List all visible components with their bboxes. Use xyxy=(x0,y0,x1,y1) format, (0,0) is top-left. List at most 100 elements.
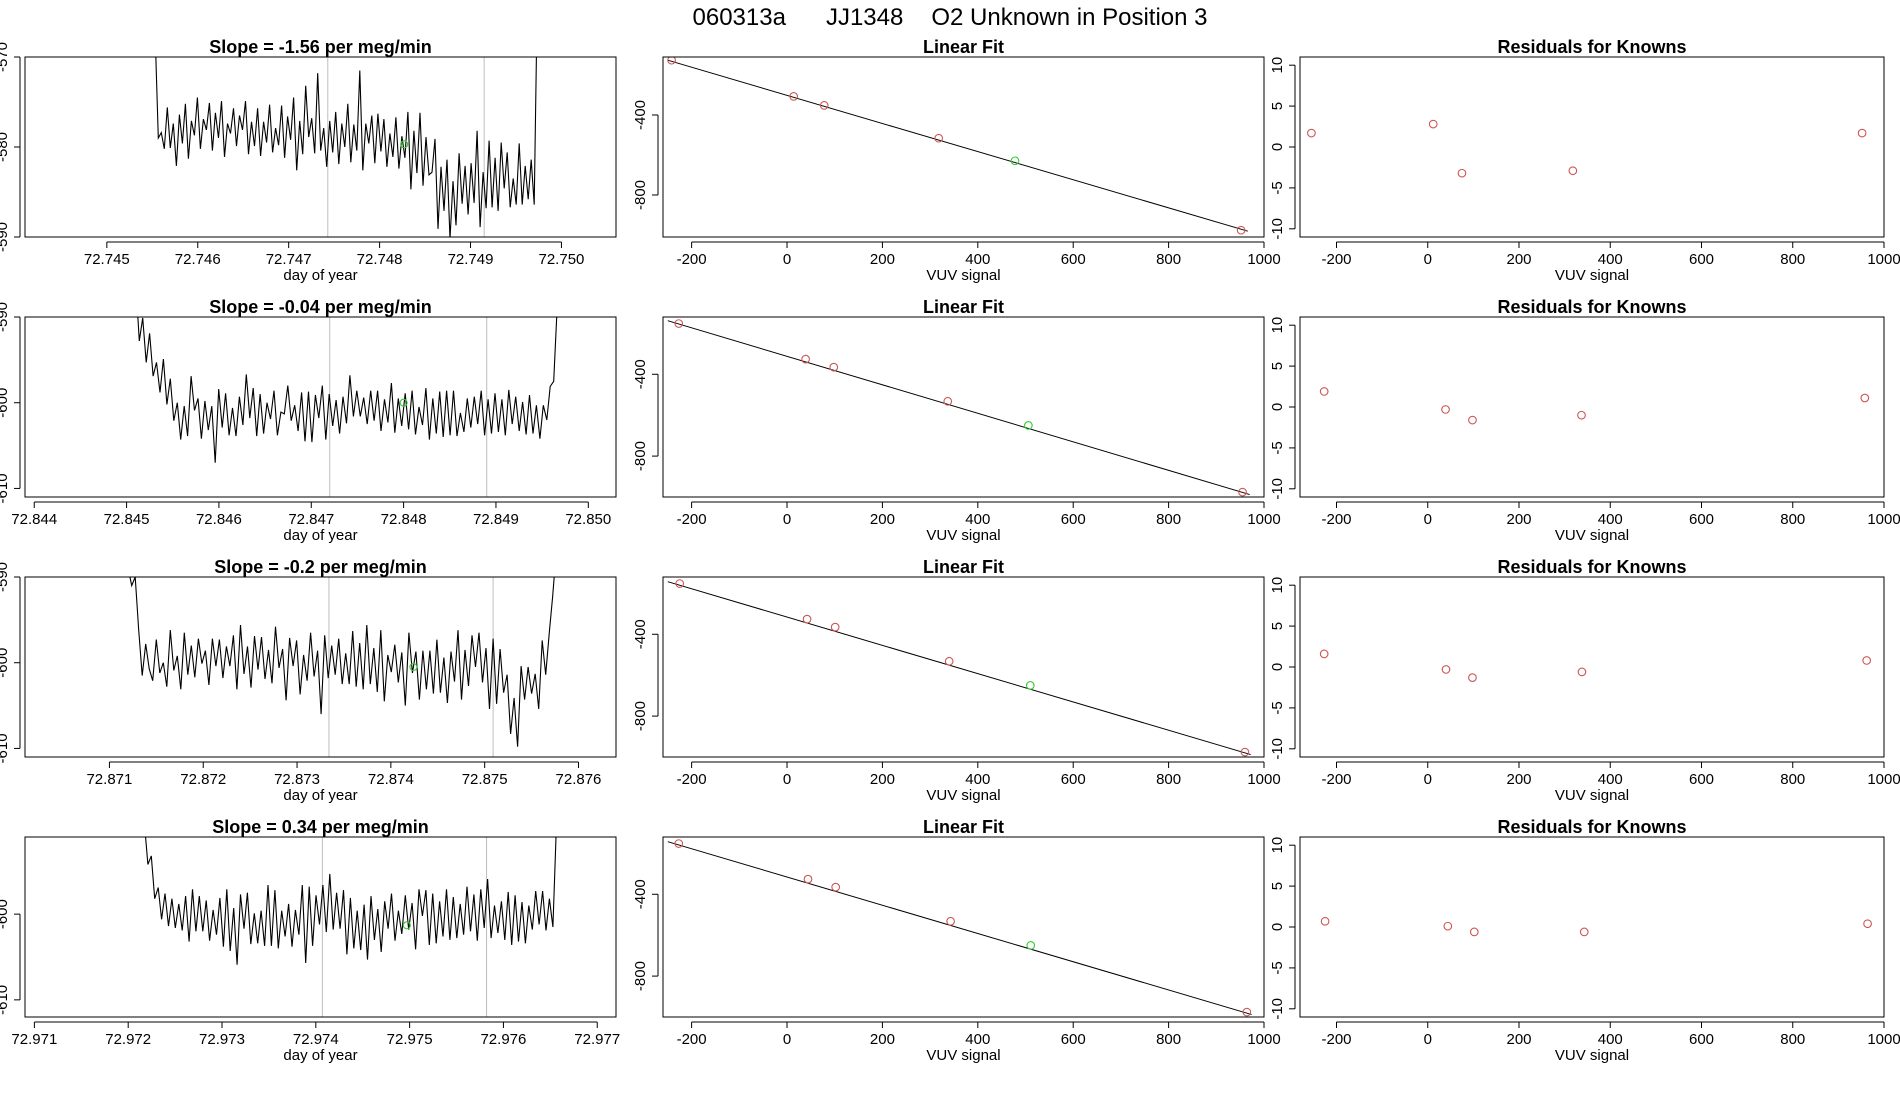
y-tick-label: -590 xyxy=(0,302,11,332)
residual-point xyxy=(1441,405,1450,414)
panel-drift-row1: Slope = -1.56 per meg/min 72.745 72.746 72.… xyxy=(0,37,617,284)
panel-fit-row4: Linear Fit -200 0 200 400 600 800 1000 VUV signa… xyxy=(632,817,1281,1064)
y-tick-label: -800 xyxy=(632,701,649,731)
known-point xyxy=(674,839,684,848)
x-tick-label: 600 xyxy=(1061,511,1086,528)
x-tick-label: 400 xyxy=(965,1031,990,1048)
x-tick-label: 72.848 xyxy=(381,511,427,528)
plot-data-group xyxy=(129,577,555,747)
known-point xyxy=(1240,747,1250,757)
x-tick-label: 800 xyxy=(1780,771,1805,788)
plot-data-group xyxy=(1320,916,1872,937)
x-tick-label: -200 xyxy=(1321,1031,1351,1048)
fit-line xyxy=(667,841,1252,1016)
known-point xyxy=(1236,225,1246,235)
x-tick-label: 72.975 xyxy=(387,1031,433,1048)
fit-line xyxy=(667,320,1250,496)
known-point xyxy=(934,133,944,143)
x-tick-label: 72.747 xyxy=(266,251,312,268)
residual-point xyxy=(1857,128,1867,138)
x-tick-label: 1000 xyxy=(1867,251,1900,268)
x-axis-label: VUV signal xyxy=(926,527,1000,544)
y-tick-label: -10 xyxy=(1269,218,1286,240)
x-tick-label: 800 xyxy=(1780,251,1805,268)
x-tick-label: 72.971 xyxy=(11,1031,57,1048)
residual-point xyxy=(1443,921,1453,931)
x-tick-label: 72.974 xyxy=(293,1031,339,1048)
plot-frame xyxy=(24,836,617,1018)
residual-point xyxy=(1577,667,1587,677)
x-tick-label: 800 xyxy=(1780,511,1805,528)
figure-title-run-id: 060313a xyxy=(693,4,787,31)
y-tick-label: 0 xyxy=(1269,663,1286,671)
y-tick-label: 10 xyxy=(1269,57,1286,74)
y-tick-label: -590 xyxy=(0,222,11,252)
x-axis-label: VUV signal xyxy=(1555,1047,1629,1064)
x-tick-label: 400 xyxy=(1598,1031,1623,1048)
x-tick-label: 600 xyxy=(1061,1031,1086,1048)
y-tick-label: 10 xyxy=(1269,837,1286,854)
figure-title: 060313a JJ1348 O2 Unknown in Position 3 xyxy=(693,4,1208,31)
x-tick-label: 72.876 xyxy=(556,771,602,788)
drift-series-line xyxy=(155,57,537,237)
x-axis-label: day of year xyxy=(283,1047,357,1064)
drift-series-line xyxy=(145,837,557,965)
plot-data-group xyxy=(155,57,537,237)
panel-title: Linear Fit xyxy=(923,297,1004,317)
unknown-point xyxy=(1024,421,1033,430)
known-point xyxy=(943,396,953,406)
plot-frame xyxy=(24,576,617,758)
known-point xyxy=(674,319,684,328)
panel-title: Slope = -0.2 per meg/min xyxy=(214,557,427,577)
x-tick-label: 400 xyxy=(965,511,990,528)
panel-title: Residuals for Knowns xyxy=(1497,297,1686,317)
y-tick-label: -800 xyxy=(632,180,649,210)
panel-title: Residuals for Knowns xyxy=(1497,37,1686,57)
y-tick-label: -10 xyxy=(1269,738,1286,760)
x-tick-label: 72.972 xyxy=(105,1031,151,1048)
x-axis-label: VUV signal xyxy=(926,267,1000,284)
plot-data-group xyxy=(1307,119,1867,178)
x-axis-label: day of year xyxy=(283,787,357,804)
x-tick-label: 72.750 xyxy=(539,251,585,268)
x-tick-label: 200 xyxy=(1506,251,1531,268)
panel-title: Linear Fit xyxy=(923,817,1004,837)
y-tick-label: -590 xyxy=(0,562,11,592)
known-point xyxy=(801,354,810,364)
x-tick-label: 200 xyxy=(1506,1031,1531,1048)
plot-frame xyxy=(24,316,617,498)
unknown-point xyxy=(409,662,418,672)
known-point xyxy=(829,362,839,372)
x-tick-label: 1000 xyxy=(1867,1031,1900,1048)
panel-title: Residuals for Knowns xyxy=(1497,817,1686,837)
residual-point xyxy=(1319,387,1329,396)
y-tick-label: 5 xyxy=(1269,102,1286,110)
y-tick-label: -600 xyxy=(0,899,11,929)
panel-fit-row2: Linear Fit -200 0 200 400 600 800 1000 VUV signa… xyxy=(632,297,1281,544)
fit-line xyxy=(667,581,1251,756)
x-tick-label: -200 xyxy=(677,251,707,268)
plot-frame xyxy=(662,316,1265,498)
panel-title: Linear Fit xyxy=(923,557,1004,577)
y-tick-label: 5 xyxy=(1269,362,1286,370)
x-tick-label: 72.874 xyxy=(368,771,414,788)
figure-title-sample-id: JJ1348 xyxy=(826,4,903,31)
plot-frame xyxy=(662,576,1265,758)
residual-point xyxy=(1568,166,1578,176)
x-tick-label: -200 xyxy=(1321,511,1351,528)
x-tick-label: 200 xyxy=(870,1031,895,1048)
plot-frame xyxy=(1299,576,1885,758)
residual-point xyxy=(1860,393,1870,403)
x-tick-label: 200 xyxy=(870,251,895,268)
panel-residuals-row3: Residuals for Knowns-200 0 200 400 600 800 100… xyxy=(1269,557,1900,804)
known-point xyxy=(946,916,955,926)
plot-data-group xyxy=(667,319,1250,497)
unknown-point xyxy=(1010,156,1020,166)
y-tick-label: -610 xyxy=(0,733,11,763)
x-axis-label: VUV signal xyxy=(1555,787,1629,804)
residual-point xyxy=(1468,673,1477,682)
x-tick-label: 72.746 xyxy=(175,251,221,268)
x-tick-label: 0 xyxy=(783,1031,791,1048)
y-tick-label: -400 xyxy=(632,100,649,130)
panel-drift-row4: Slope = 0.34 per meg/min 72.971 72.972 72.9… xyxy=(0,817,620,1064)
